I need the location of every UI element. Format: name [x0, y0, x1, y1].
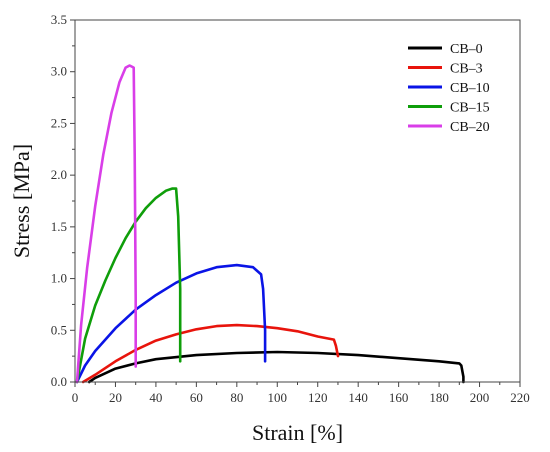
y-tick-label: 1.0 — [51, 271, 67, 286]
legend: CB–0 CB–3 CB–10 CB–15 CB–20 — [408, 42, 490, 135]
y-tick-label: 2.0 — [51, 167, 67, 182]
x-tick-label: 20 — [109, 390, 122, 405]
y-tick-label: 2.5 — [51, 115, 67, 130]
series-lines — [75, 64, 465, 384]
y-tick-label: 1.5 — [51, 219, 67, 234]
x-tick-label: 180 — [429, 390, 449, 405]
series-line — [75, 64, 137, 384]
x-axis-title: Strain [%] — [252, 420, 343, 445]
axis-ticks: 0 20 40 60 80 100 120 140 160 180 200 220 0.0 0.5 1.0 1… — [51, 12, 530, 405]
x-tick-label: 200 — [470, 390, 490, 405]
x-tick-label: 140 — [348, 390, 368, 405]
x-tick-label: 160 — [389, 390, 409, 405]
y-tick-label: 3.0 — [51, 64, 67, 79]
series-line — [81, 323, 340, 384]
x-tick-label: 0 — [72, 390, 79, 405]
y-tick-label: 3.5 — [51, 12, 67, 27]
legend-label: CB–0 — [450, 42, 483, 57]
y-tick-label: 0.5 — [51, 322, 67, 337]
y-tick-label: 0.0 — [51, 374, 67, 389]
x-tick-label: 40 — [149, 390, 162, 405]
x-tick-label: 80 — [230, 390, 243, 405]
legend-label: CB–20 — [450, 120, 490, 135]
plot-frame — [74, 19, 521, 383]
x-tick-label: 120 — [308, 390, 328, 405]
legend-label: CB–3 — [450, 62, 483, 77]
series-line — [75, 263, 267, 384]
series-line — [87, 350, 465, 384]
x-tick-label: 100 — [268, 390, 288, 405]
legend-label: CB–15 — [450, 101, 490, 116]
y-axis-title: Stress [MPa] — [9, 144, 34, 258]
legend-label: CB–10 — [450, 81, 490, 96]
series-line — [75, 187, 182, 384]
x-tick-label: 220 — [510, 390, 530, 405]
x-tick-label: 60 — [190, 390, 203, 405]
